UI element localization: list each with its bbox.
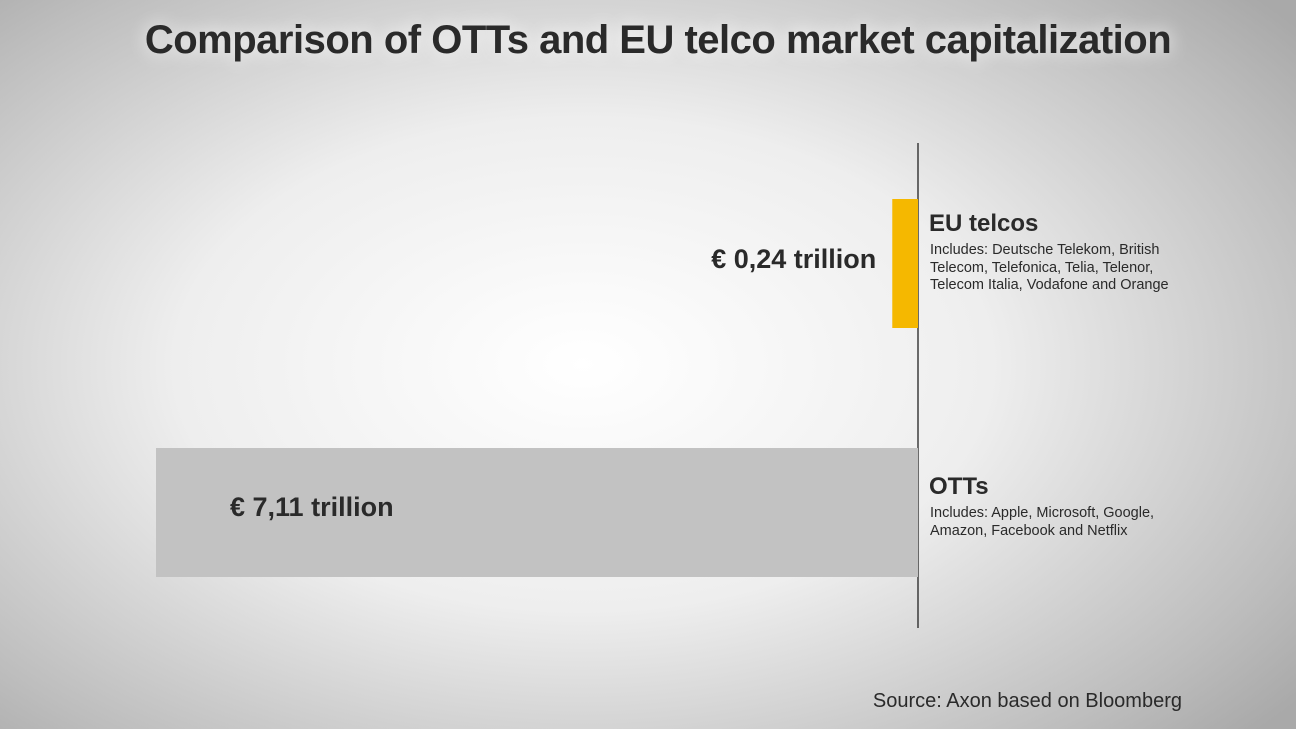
value-label: € 0,24 trillion <box>711 244 877 274</box>
value-label: € 7,11 trillion <box>230 492 394 522</box>
category-description: Includes: Deutsche Telekom, British Tele… <box>930 242 1169 293</box>
chart-title: Comparison of OTTs and EU telco market c… <box>144 18 1172 62</box>
source: Source: Axon based on Bloomberg <box>872 690 1182 712</box>
category-label: EU telcos <box>929 210 1039 237</box>
category-label: OTTs <box>929 473 989 500</box>
category-description: Includes: Apple, Microsoft, Google, Amaz… <box>930 505 1155 539</box>
bar <box>892 199 918 328</box>
bar <box>156 448 918 577</box>
